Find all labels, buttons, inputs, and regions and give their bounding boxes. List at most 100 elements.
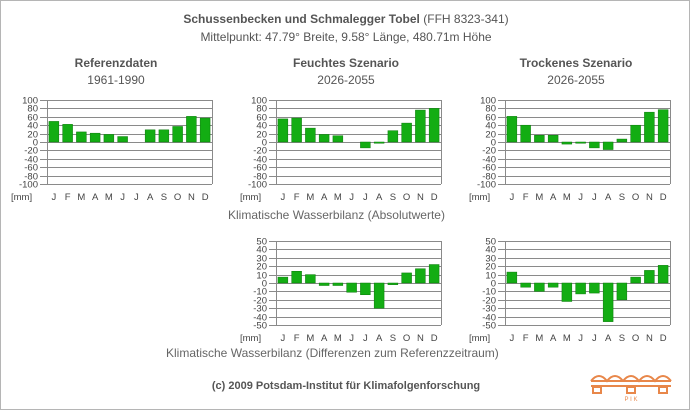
y-tick-label: 100 xyxy=(22,96,38,107)
x-tick-label: J xyxy=(592,333,597,344)
unit-label: [mm] xyxy=(469,192,490,203)
x-tick-label: N xyxy=(417,333,424,344)
caption-absolute: Klimatische Wasserbilanz (Absolutwerte) xyxy=(228,208,445,222)
y-tick-label: 30 xyxy=(485,254,496,265)
bar xyxy=(602,282,614,322)
bar xyxy=(305,127,316,143)
y-tick-label: -20 xyxy=(253,296,267,307)
y-tick-label: 20 xyxy=(27,130,38,141)
x-tick-label: D xyxy=(660,192,667,203)
bar xyxy=(89,132,101,143)
bar xyxy=(117,136,128,143)
bar xyxy=(318,282,330,286)
x-tick-label: J xyxy=(510,333,515,344)
x-tick-label: J xyxy=(510,192,515,203)
x-tick-label: S xyxy=(161,192,167,203)
pik-logo-text: P I K xyxy=(625,397,638,403)
bar xyxy=(277,276,289,284)
x-tick-label: M xyxy=(77,192,85,203)
y-tick-label: -40 xyxy=(253,155,267,166)
y-tick-label: 40 xyxy=(485,121,496,132)
x-tick-label: J xyxy=(52,192,57,203)
unit-label: [mm] xyxy=(469,333,490,344)
bar xyxy=(415,109,426,143)
x-tick-label: D xyxy=(660,333,667,344)
bar xyxy=(657,109,669,143)
y-tick-label: -10 xyxy=(253,287,267,298)
bar xyxy=(186,116,197,143)
panel-period-wet: 2026-2055 xyxy=(317,73,375,87)
bar xyxy=(561,282,573,302)
y-tick-label: 80 xyxy=(256,104,267,115)
bar xyxy=(158,129,170,143)
x-tick-label: A xyxy=(605,333,612,344)
x-tick-label: F xyxy=(294,333,300,344)
y-tick-label: 60 xyxy=(256,113,267,124)
bar xyxy=(428,108,440,143)
x-tick-label: D xyxy=(202,192,209,203)
y-tick-label: 20 xyxy=(485,130,496,141)
figure-title: Schussenbecken und Schmalegger Tobel (FF… xyxy=(183,12,509,26)
x-tick-label: M xyxy=(563,333,571,344)
bar xyxy=(534,282,545,292)
x-tick-label: F xyxy=(523,333,529,344)
x-tick-label: J xyxy=(592,192,597,203)
y-tick-label: -50 xyxy=(482,321,496,332)
bar xyxy=(401,122,412,143)
y-tick-label: 40 xyxy=(256,245,267,256)
y-tick-label: -80 xyxy=(482,172,496,183)
x-tick-label: J xyxy=(120,192,125,203)
y-tick-label: -30 xyxy=(482,304,496,315)
x-tick-label: J xyxy=(363,192,368,203)
bar xyxy=(616,282,628,301)
bar xyxy=(332,135,344,143)
bar xyxy=(291,117,302,143)
x-tick-label: F xyxy=(65,192,71,203)
y-tick-label: -60 xyxy=(482,163,496,174)
x-tick-label: N xyxy=(188,192,195,203)
x-tick-label: N xyxy=(646,333,653,344)
x-tick-label: N xyxy=(646,192,653,203)
unit-label: [mm] xyxy=(240,333,261,344)
bar xyxy=(534,135,545,143)
x-tick-label: A xyxy=(605,192,612,203)
x-tick-label: J xyxy=(578,192,583,203)
panel-title-dry: Trockenes Szenario xyxy=(519,56,633,70)
y-tick-label: 40 xyxy=(27,121,38,132)
y-tick-label: 100 xyxy=(480,96,496,107)
x-tick-label: O xyxy=(403,333,410,344)
bar xyxy=(415,268,426,284)
bar xyxy=(520,124,531,143)
x-tick-label: M xyxy=(306,333,314,344)
bar xyxy=(103,134,115,143)
bar xyxy=(373,282,385,309)
pik-logo: P I K xyxy=(590,375,672,403)
bar xyxy=(657,265,669,284)
y-tick-label: 60 xyxy=(27,113,38,124)
bar xyxy=(144,129,156,143)
y-tick-label: 40 xyxy=(485,245,496,256)
bar xyxy=(630,276,641,284)
y-tick-label: 40 xyxy=(256,121,267,132)
bar xyxy=(561,141,573,145)
bar xyxy=(401,272,412,284)
bar xyxy=(589,282,600,294)
y-tick-label: -100 xyxy=(477,180,496,191)
bar xyxy=(520,282,531,288)
x-tick-label: A xyxy=(376,333,383,344)
x-tick-label: M xyxy=(105,192,113,203)
bar xyxy=(630,124,641,143)
x-tick-label: S xyxy=(390,333,396,344)
x-tick-label: J xyxy=(578,333,583,344)
x-tick-label: A xyxy=(376,192,383,203)
x-tick-label: O xyxy=(174,192,181,203)
bar xyxy=(387,130,399,143)
bar xyxy=(387,282,399,285)
x-tick-label: A xyxy=(550,333,557,344)
